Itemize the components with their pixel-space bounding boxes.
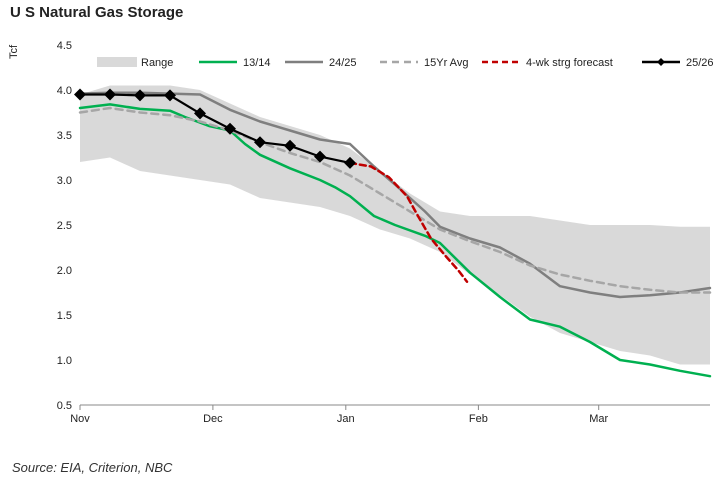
x-tick-label: Jan — [337, 413, 355, 425]
y-axis-label: Tcf — [8, 44, 20, 59]
data-point-25-26 — [284, 139, 296, 152]
data-point-25-26 — [314, 150, 326, 163]
x-tick-label: Feb — [469, 413, 488, 425]
y-tick-label: 0.5 — [57, 400, 72, 412]
legend-marker-25-26 — [657, 58, 665, 66]
y-tick-label: 1.5 — [57, 310, 72, 322]
y-tick-label: 3.5 — [57, 130, 72, 142]
legend-label-range: Range — [141, 57, 173, 69]
y-tick-label: 2.0 — [57, 265, 72, 277]
x-tick-layer: Nov Dec Jan Feb Mar — [70, 405, 609, 425]
legend-label-25-26: 25/26 — [686, 57, 714, 69]
legend-swatch-range — [97, 57, 137, 67]
chart-title: U S Natural Gas Storage — [10, 4, 184, 21]
data-point-25-26 — [254, 136, 266, 149]
data-point-25-26 — [224, 122, 236, 135]
source-note: Source: EIA, Criterion, NBC — [12, 460, 173, 475]
data-point-25-26 — [194, 107, 206, 120]
legend-label-15yr-avg: 15Yr Avg — [424, 57, 468, 69]
y-tick-label: 3.0 — [57, 175, 72, 187]
x-tick-label: Mar — [589, 413, 608, 425]
x-tick-label: Nov — [70, 413, 90, 425]
y-tick-layer: 0.5 1.0 1.5 2.0 2.5 3.0 3.5 4.0 4.5 — [57, 40, 72, 412]
y-tick-label: 4.0 — [57, 85, 72, 97]
data-point-25-26 — [344, 156, 356, 169]
x-tick-label: Dec — [203, 413, 223, 425]
series-line-25-26 — [78, 93, 352, 164]
legend-label-24-25: 24/25 — [329, 57, 357, 69]
y-tick-label: 1.0 — [57, 355, 72, 367]
series-line-4-wk-strg-forecast — [348, 161, 469, 283]
series-layer — [74, 88, 712, 378]
data-point-25-26 — [74, 88, 86, 101]
legend-label-4-wk-strg-forecast: 4-wk strg forecast — [526, 57, 613, 69]
legend: Range 13/14 24/25 15Yr Avg 4-wk strg forecas… — [97, 57, 714, 69]
y-tick-label: 4.5 — [57, 40, 72, 52]
data-point-25-26 — [104, 88, 116, 101]
data-point-25-26 — [164, 89, 176, 102]
series-line-15yr-avg — [78, 106, 712, 294]
legend-label-13-14: 13/14 — [243, 57, 271, 69]
data-point-25-26 — [134, 89, 146, 102]
y-tick-label: 2.5 — [57, 220, 72, 232]
